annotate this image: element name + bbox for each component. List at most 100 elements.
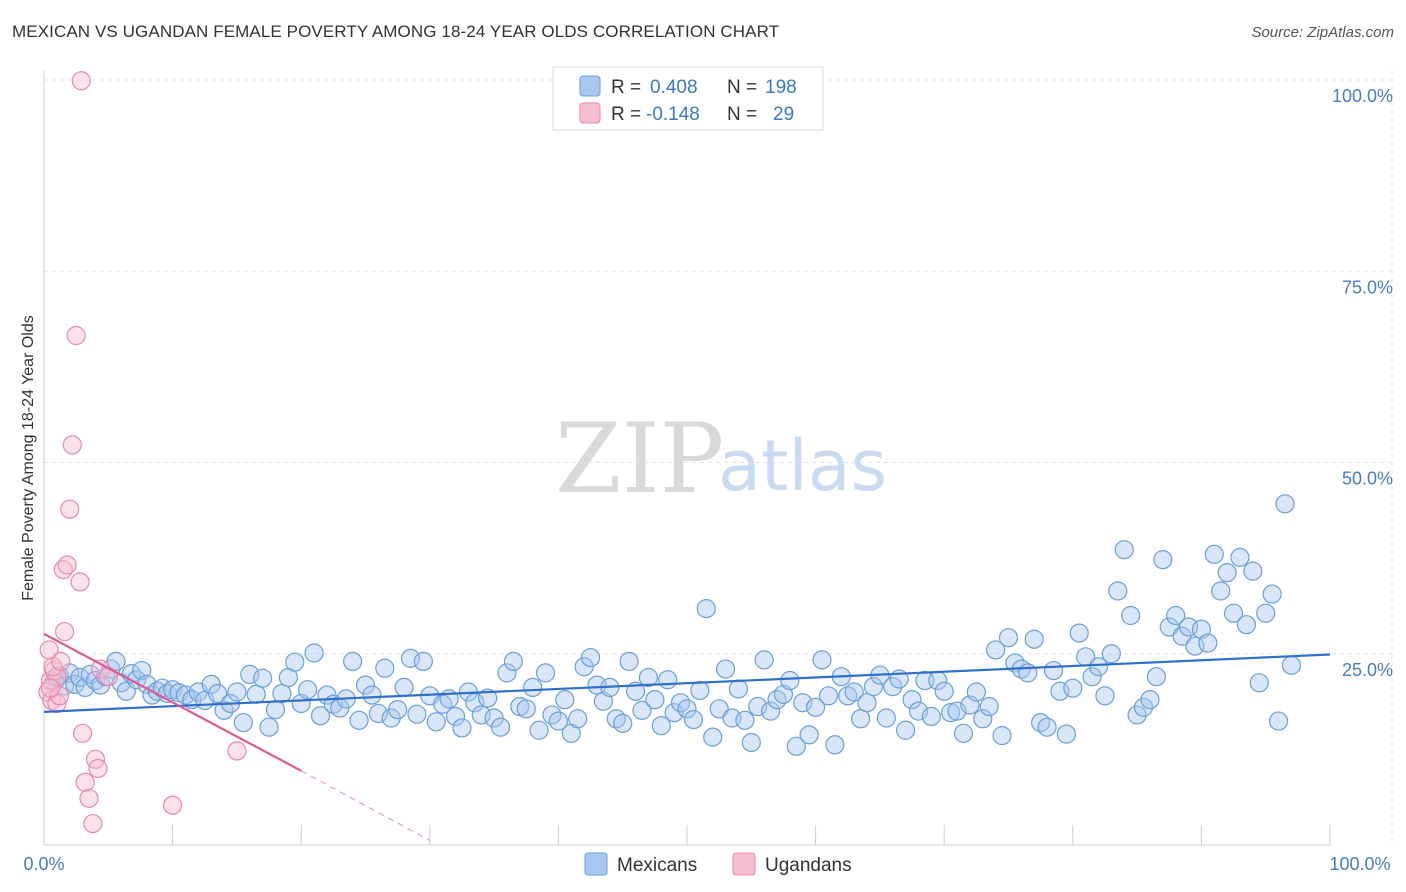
ugandans-trend-line xyxy=(43,632,302,772)
mexicans-point-156 xyxy=(1018,663,1038,683)
mexicans-point-150 xyxy=(979,696,999,717)
bottom-legend-swatch-mexicans xyxy=(584,852,608,876)
mexicans-point-42 xyxy=(285,652,305,672)
correlation-legend: R = 0.408 N = 198 R = -0.148 N = 29 xyxy=(552,66,824,131)
mexicans-point-175 xyxy=(1140,690,1160,710)
mexicans-point-16 xyxy=(126,670,147,690)
legend-n-value-mexicans: 198 xyxy=(765,77,797,98)
mexicans-point-126 xyxy=(825,735,845,755)
mexicans-point-98 xyxy=(645,690,665,710)
mexicans-point-177 xyxy=(1153,550,1173,570)
bottom-legend-label-ugandans: Ugandans xyxy=(765,855,852,876)
mexicans-point-104 xyxy=(683,709,704,730)
mexicans-point-179 xyxy=(1166,605,1186,626)
y-tick-label-25: 25.0% xyxy=(1342,660,1393,680)
mexicans-point-131 xyxy=(857,693,877,713)
mexicans-point-58 xyxy=(388,699,408,720)
mexicans-point-137 xyxy=(896,720,916,740)
gridlines xyxy=(44,70,1393,845)
mexicans-point-80 xyxy=(529,720,549,740)
legend-r-label-mexicans: R = xyxy=(611,77,641,98)
mexicans-point-34 xyxy=(233,712,253,733)
legend-n-value-ugandans: 29 xyxy=(773,104,794,125)
mexicans-point-55 xyxy=(368,703,388,724)
mexicans-point-168 xyxy=(1095,686,1115,706)
mexicans-point-119 xyxy=(780,670,800,691)
mexicans-point-135 xyxy=(883,677,903,697)
mexicans-point-143 xyxy=(934,681,954,701)
bottom-legend-label-mexicans: Mexicans xyxy=(617,855,697,876)
mexicans-point-111 xyxy=(728,679,749,699)
ugandans-point-17 xyxy=(83,813,103,834)
source-credit: Source: ZipAtlas.com xyxy=(1251,24,1394,41)
mexicans-point-184 xyxy=(1198,633,1218,653)
mexicans-point-101 xyxy=(664,703,684,723)
ugandans-point-12 xyxy=(66,325,86,346)
mexicans-point-44 xyxy=(298,680,318,700)
ugandans-point-14 xyxy=(72,723,93,743)
series-legend: Mexicans Ugandans xyxy=(584,852,852,876)
mexicans-point-33 xyxy=(227,682,247,702)
ugandans-point-15 xyxy=(75,772,95,792)
mexicans-point-172 xyxy=(1121,605,1141,626)
legend-r-value-mexicans: 0.408 xyxy=(650,77,698,98)
mexicans-point-78 xyxy=(516,699,536,719)
mexicans-point-148 xyxy=(966,682,986,702)
mexicans-point-39 xyxy=(265,699,286,720)
mexicans-point-120 xyxy=(786,736,806,756)
legend-r-value-ugandans: -0.148 xyxy=(646,104,700,125)
mexicans-point-117 xyxy=(767,690,787,710)
mexicans-point-129 xyxy=(844,682,864,702)
mexicans-point-124 xyxy=(812,650,832,670)
mexicans-point-115 xyxy=(754,650,774,670)
mexicans-point-76 xyxy=(503,651,523,672)
mexicans-point-53 xyxy=(355,675,376,695)
mexicans-point-193 xyxy=(1256,603,1276,623)
x-tick-label-max: 100.0% xyxy=(1329,854,1390,874)
y-tick-label-75: 75.0% xyxy=(1342,277,1393,297)
chart-title: MEXICAN VS UGANDAN FEMALE POVERTY AMONG … xyxy=(12,22,780,41)
mexicans-point-83 xyxy=(548,711,569,731)
x-ticks xyxy=(43,825,1331,845)
mexicans-point-64 xyxy=(426,712,446,732)
watermark-atlas: atlas xyxy=(718,425,887,507)
mexicans-point-37 xyxy=(253,668,273,688)
ugandans-point-26 xyxy=(163,795,183,815)
mexicans-point-12 xyxy=(106,651,126,672)
mexicans-point-99 xyxy=(651,716,671,736)
mexicans-point-105 xyxy=(690,680,710,701)
mexicans-point-189 xyxy=(1230,547,1250,567)
mexicans-point-153 xyxy=(998,628,1019,648)
x-tick-label-min: 0.0% xyxy=(23,854,64,874)
mexicans-point-114 xyxy=(748,696,768,717)
mexicans-point-121 xyxy=(793,693,813,713)
mexicans-point-125 xyxy=(818,686,839,706)
mexicans-point-169 xyxy=(1101,644,1121,664)
mexicans-point-116 xyxy=(760,701,781,721)
mexicans-point-176 xyxy=(1146,667,1166,687)
mexicans-point-197 xyxy=(1281,655,1302,675)
mexicans-point-152 xyxy=(992,726,1012,746)
mexicans-point-72 xyxy=(478,688,498,708)
legend-swatch-ugandans xyxy=(579,102,601,124)
mexicans-point-162 xyxy=(1056,724,1076,744)
mexicans-point-166 xyxy=(1082,667,1102,687)
mexicans-point-149 xyxy=(973,709,993,729)
ugandans-point-21 xyxy=(47,667,67,687)
mexicans-point-139 xyxy=(908,701,929,721)
mexicans-point-134 xyxy=(876,708,896,728)
mexicans-point-113 xyxy=(741,732,761,753)
mexicans-point-38 xyxy=(259,717,279,737)
mexicans-point-61 xyxy=(407,704,427,724)
mexicans-point-167 xyxy=(1088,657,1109,677)
mexicans-point-122 xyxy=(799,725,819,745)
mexicans-point-81 xyxy=(535,663,556,683)
mexicans-point-195 xyxy=(1268,711,1289,731)
mexicans-point-67 xyxy=(445,706,466,727)
ugandans-point-27 xyxy=(51,651,71,672)
mexicans-point-107 xyxy=(703,727,723,747)
mexicans-point-46 xyxy=(310,706,331,726)
mexicans-point-36 xyxy=(246,684,266,704)
mexicans-point-151 xyxy=(986,640,1006,660)
